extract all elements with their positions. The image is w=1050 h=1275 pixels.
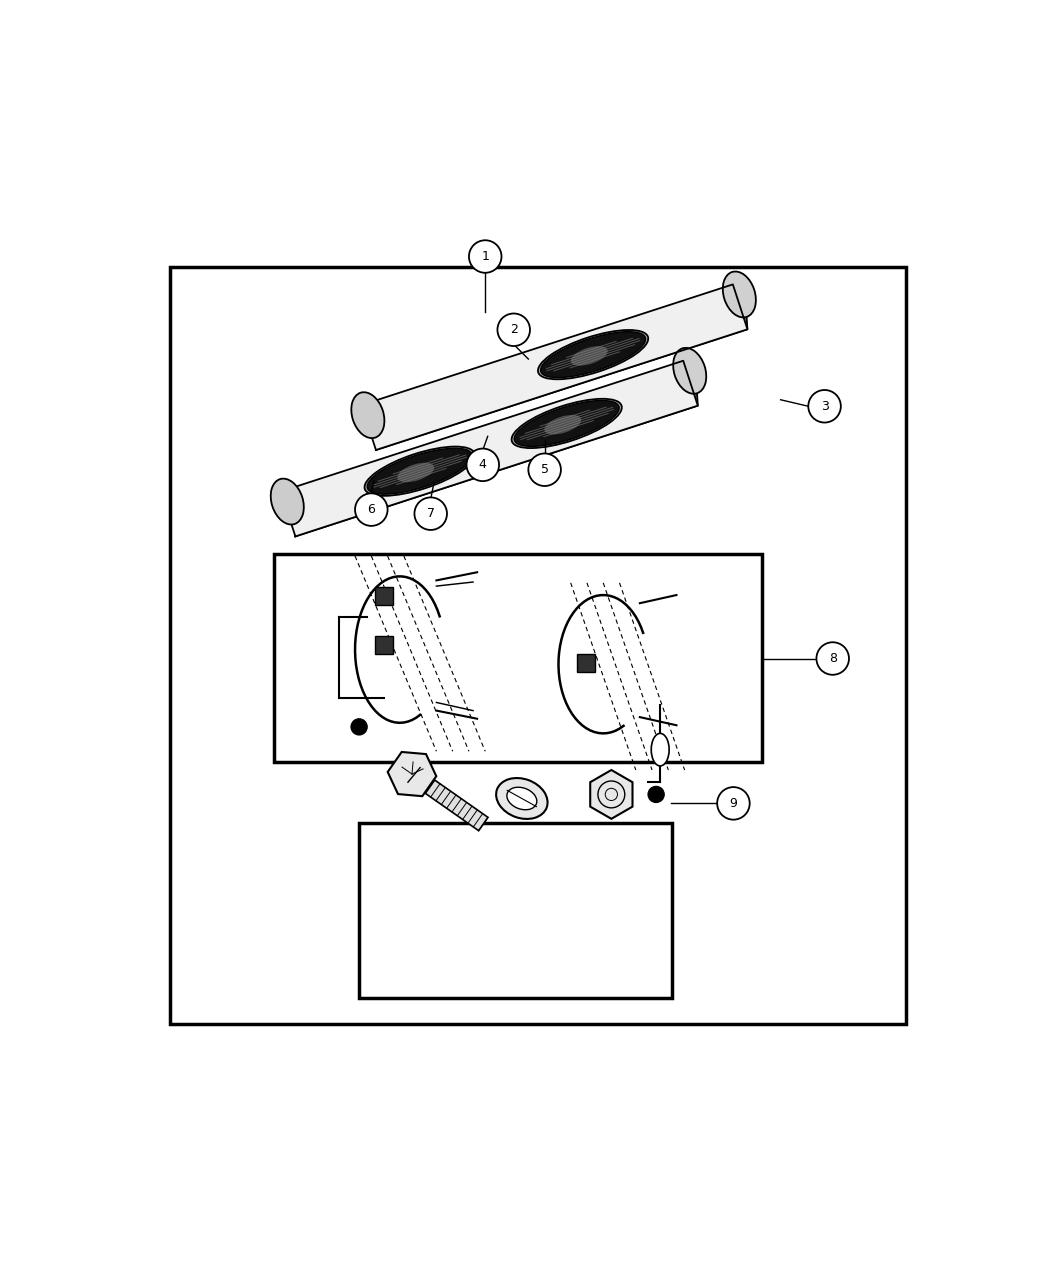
Ellipse shape [352, 393, 384, 439]
Ellipse shape [507, 787, 537, 810]
Circle shape [498, 314, 530, 346]
Bar [359, 822, 672, 998]
Polygon shape [361, 284, 748, 450]
Text: 4: 4 [479, 458, 487, 472]
Circle shape [351, 719, 368, 734]
Text: 6: 6 [368, 504, 375, 516]
Text: 2: 2 [510, 324, 518, 337]
Text: 8: 8 [828, 652, 837, 666]
Ellipse shape [496, 778, 548, 819]
Circle shape [469, 240, 502, 273]
Ellipse shape [544, 414, 582, 435]
Text: 7: 7 [426, 507, 435, 520]
Ellipse shape [368, 449, 472, 495]
Bar [274, 555, 762, 762]
Text: 5: 5 [541, 463, 549, 477]
Text: 9: 9 [730, 797, 737, 810]
Circle shape [355, 493, 387, 525]
Circle shape [648, 787, 665, 802]
Circle shape [717, 787, 750, 820]
Polygon shape [294, 381, 698, 537]
Ellipse shape [571, 346, 608, 366]
Bar [376, 636, 394, 654]
Ellipse shape [541, 332, 646, 377]
Polygon shape [375, 305, 748, 450]
Ellipse shape [271, 478, 303, 524]
Ellipse shape [511, 399, 622, 448]
Ellipse shape [673, 348, 707, 394]
Bar [376, 586, 394, 604]
Polygon shape [590, 770, 632, 819]
Polygon shape [280, 361, 698, 537]
Polygon shape [387, 752, 437, 796]
Ellipse shape [397, 463, 435, 482]
Polygon shape [425, 780, 488, 831]
Circle shape [528, 454, 561, 486]
Circle shape [466, 449, 499, 481]
Circle shape [808, 390, 841, 422]
Bar [578, 654, 595, 672]
Ellipse shape [651, 733, 669, 766]
Ellipse shape [722, 272, 756, 317]
Circle shape [415, 497, 447, 530]
Ellipse shape [514, 400, 620, 446]
Ellipse shape [364, 446, 475, 496]
Text: 1: 1 [481, 250, 489, 263]
Ellipse shape [538, 330, 648, 379]
Text: 3: 3 [821, 400, 828, 413]
Circle shape [817, 643, 849, 674]
